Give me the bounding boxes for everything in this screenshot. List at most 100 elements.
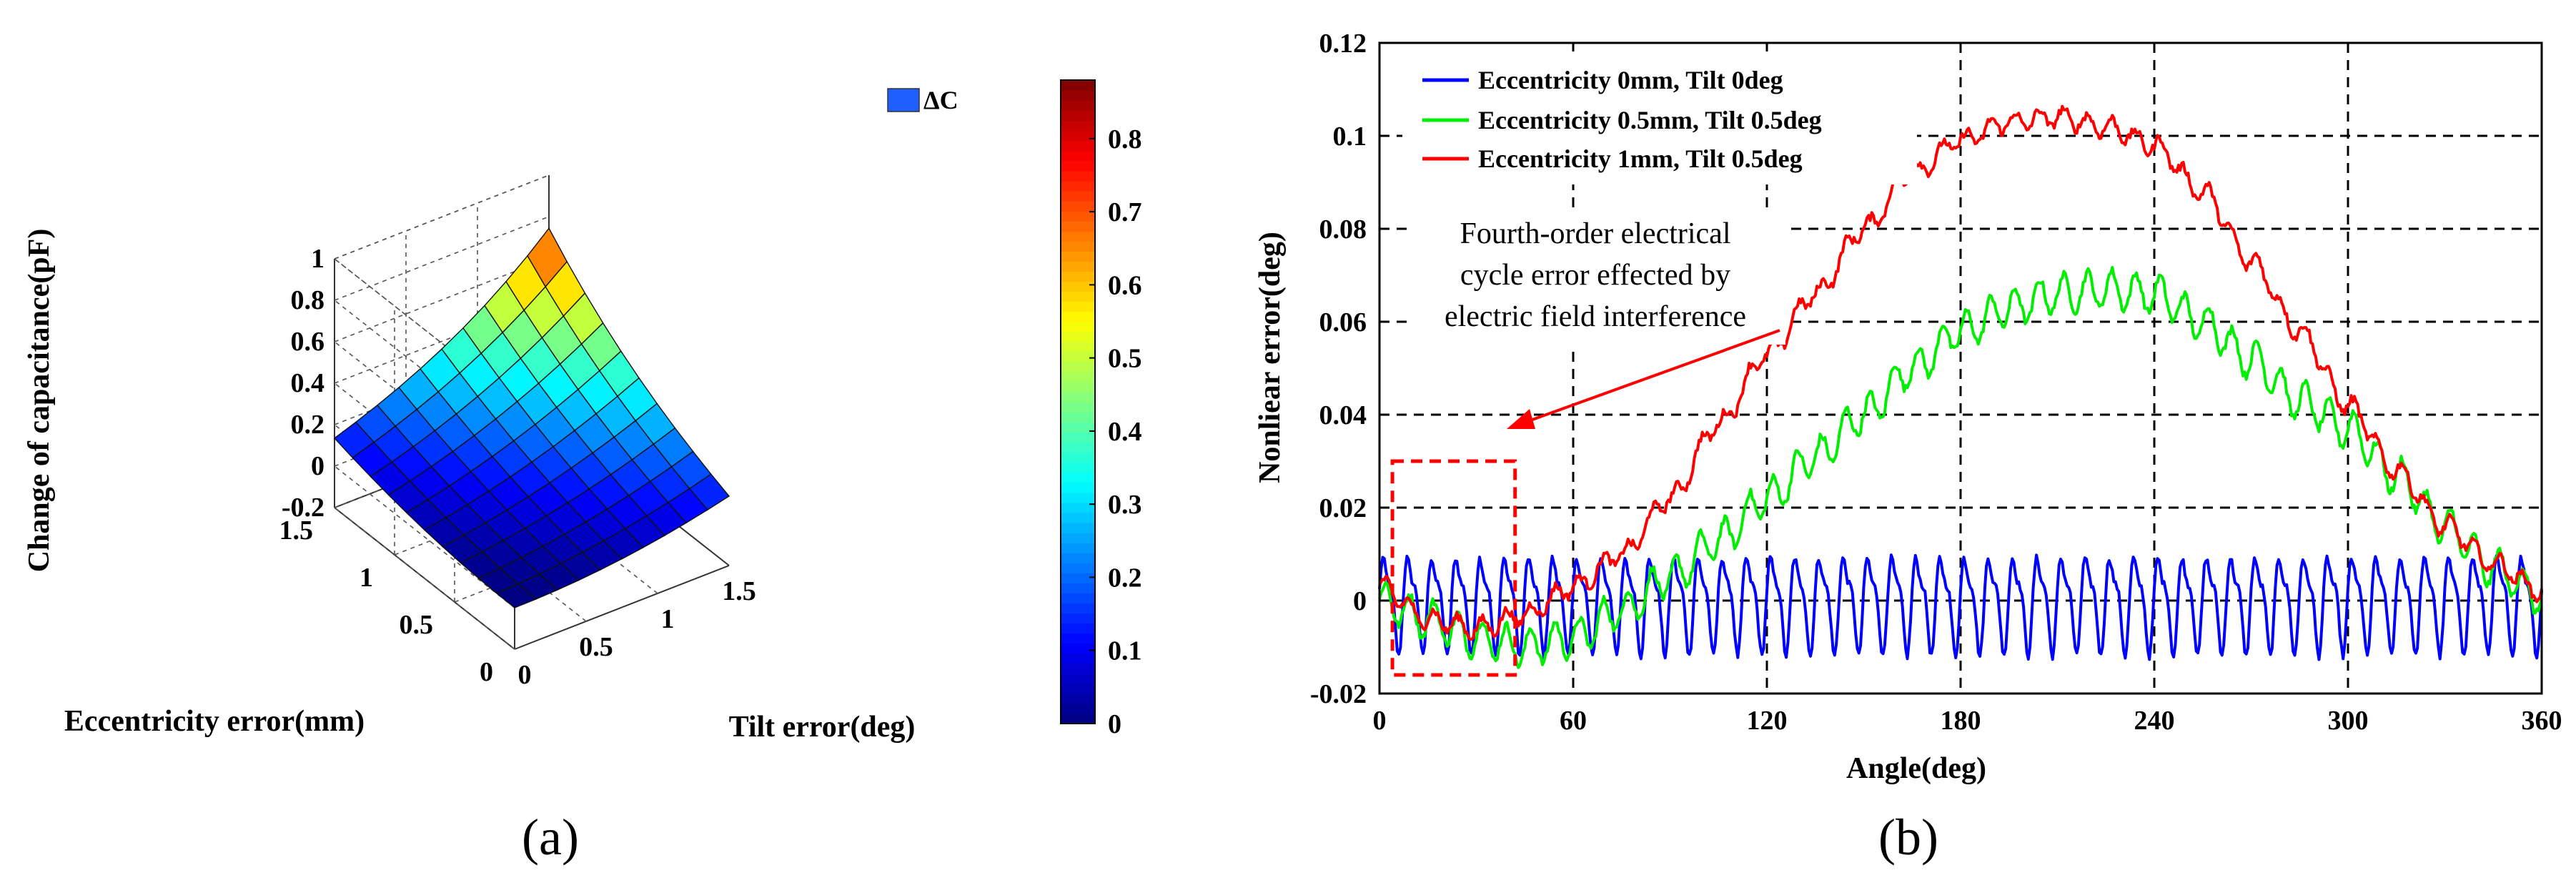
x-tick-label: 60 (1560, 706, 1587, 736)
eccentricity-tick-label: 0 (480, 657, 493, 687)
x-tick-label: 180 (1941, 706, 1981, 736)
colorbar-segment (1061, 462, 1095, 473)
colorbar-segment (1061, 251, 1095, 262)
x-tick-label: 360 (2522, 706, 2562, 736)
floor-front-edge (514, 565, 730, 650)
colorbar-segment (1061, 412, 1095, 423)
colorbar-segment (1061, 432, 1095, 443)
x-tick-label: 120 (1747, 706, 1788, 736)
colorbar-segment (1061, 391, 1095, 403)
colorbar-segment (1061, 80, 1095, 91)
colorbar-segment (1061, 442, 1095, 453)
y-tick-label: 0.04 (1319, 400, 1367, 430)
legend-label-series-1: Eccentricity 0mm, Tilt 0deg (1478, 66, 1783, 94)
eccentricity-axis-label: Eccentricity error(mm) (64, 705, 365, 738)
z-tick-label: 1 (311, 244, 325, 274)
y-tick-label: 0 (1353, 586, 1367, 616)
y-tick-label: 0.02 (1319, 493, 1367, 523)
annotation: Fourth-order electrical cycle error effe… (1414, 213, 1785, 429)
x-tick-labels: 0 60 120 180 240 300 360 (1373, 706, 2562, 736)
colorbar: 0 0.1 0.2 0.3 0.4 0.5 0.6 0.7 0.8 (1060, 79, 1142, 739)
colorbar-segment (1061, 160, 1095, 172)
colorbar-tick-label: 0.3 (1108, 490, 1142, 520)
colorbar-segment (1061, 482, 1095, 493)
colorbar-segment (1061, 422, 1095, 433)
surface-cell (688, 473, 730, 510)
colorbar-segment (1061, 170, 1095, 182)
colorbar-segment (1061, 241, 1095, 252)
y-tick-label: 0.12 (1319, 29, 1367, 59)
z-tick-label: 0.8 (291, 285, 325, 315)
colorbar-segment (1061, 402, 1095, 413)
colorbar-segment (1061, 230, 1095, 242)
series-lines (1378, 104, 2543, 669)
colorbar-segment (1061, 573, 1095, 583)
colorbar-segment (1061, 361, 1095, 373)
panel-a-surface-chart: -0.2 0 0.2 0.4 0.6 0.8 1 0 0.5 1 1.5 0 0.5 1 1.5 Cha… (23, 79, 1142, 866)
colorbar-segment (1061, 120, 1095, 132)
colorbar-segment (1061, 713, 1095, 724)
colorbar-segment (1061, 693, 1095, 704)
colorbar-segment (1061, 140, 1095, 152)
colorbar-segment (1061, 351, 1095, 362)
x-axis-label: Angle(deg) (1846, 752, 1986, 785)
colorbar-segment (1061, 673, 1095, 684)
tilt-axis-label: Tilt error(deg) (729, 711, 916, 744)
eccentricity-tick-labels: 0 0.5 1 1.5 (279, 515, 494, 687)
y-axis-label: Nonliear error(deg) (1254, 232, 1287, 483)
colorbar-segment (1061, 261, 1095, 272)
colorbar-tick-label: 0 (1108, 709, 1121, 739)
x-tick-label: 240 (2134, 706, 2175, 736)
tilt-tick-label: 0.5 (579, 632, 613, 662)
y-tick-label: -0.02 (1310, 679, 1367, 709)
panel-b-line-chart: 0 60 120 180 240 300 360 -0.0200.020.040.060.0… (1254, 29, 2562, 866)
eccentricity-tick-label: 0.5 (400, 610, 434, 640)
legend-label-series-3: Eccentricity 1mm, Tilt 0.5deg (1478, 144, 1803, 173)
tilt-tick-label: 1.5 (722, 576, 756, 606)
colorbar-segment (1061, 281, 1095, 292)
colorbar-segment (1061, 371, 1095, 383)
colorbar-segment (1061, 683, 1095, 694)
colorbar-segment (1061, 613, 1095, 624)
colorbar-tick-label: 0.1 (1108, 636, 1142, 666)
colorbar-segment (1061, 200, 1095, 212)
colorbar-segment (1061, 100, 1095, 111)
colorbar-tick-label: 0.8 (1108, 124, 1142, 154)
colorbar-segment (1061, 603, 1095, 614)
colorbar-tick-label: 0.5 (1108, 344, 1142, 374)
z-tick-label: 0 (311, 451, 325, 481)
colorbar-tick-label: 0.4 (1108, 417, 1142, 447)
annotation-line-1: Fourth-order electrical (1460, 217, 1731, 250)
tilt-tick-label: 0 (518, 660, 532, 690)
tilt-tick-labels: 0 0.5 1 1.5 (518, 576, 756, 690)
panel-b-label: (b) (1878, 809, 1938, 866)
colorbar-segment (1061, 301, 1095, 312)
annotation-line-2: cycle error effected by (1460, 259, 1730, 292)
z-tick-label: 0.2 (291, 410, 325, 440)
colorbar-segment (1061, 271, 1095, 282)
y-tick-label: 0.1 (1333, 122, 1367, 152)
wall-gridline (334, 174, 550, 260)
series-line-3 (1378, 104, 2543, 641)
colorbar-segment (1061, 331, 1095, 342)
plot-frame (1378, 41, 2543, 695)
legend-label-series-2: Eccentricity 0.5mm, Tilt 0.5deg (1478, 106, 1822, 134)
colorbar-tick-label: 0.2 (1108, 563, 1142, 593)
colorbar-segment (1061, 703, 1095, 714)
x-tick-label: 0 (1373, 706, 1387, 736)
colorbar-segment (1061, 653, 1095, 664)
colorbar-segment (1061, 633, 1095, 644)
annotation-arrow-head (1507, 409, 1535, 429)
colorbar-segment (1061, 452, 1095, 463)
colorbar-segment (1061, 552, 1095, 563)
colorbar-segment (1061, 110, 1095, 122)
colorbar-segment (1061, 502, 1095, 513)
colorbar-segment (1061, 492, 1095, 503)
colorbar-segment (1061, 130, 1095, 142)
colorbar-frame (1060, 79, 1096, 724)
colorbar-segment (1061, 150, 1095, 162)
z-tick-label: 0.6 (291, 327, 325, 357)
legend-label: ΔC (923, 86, 958, 114)
colorbar-segment (1061, 542, 1095, 553)
